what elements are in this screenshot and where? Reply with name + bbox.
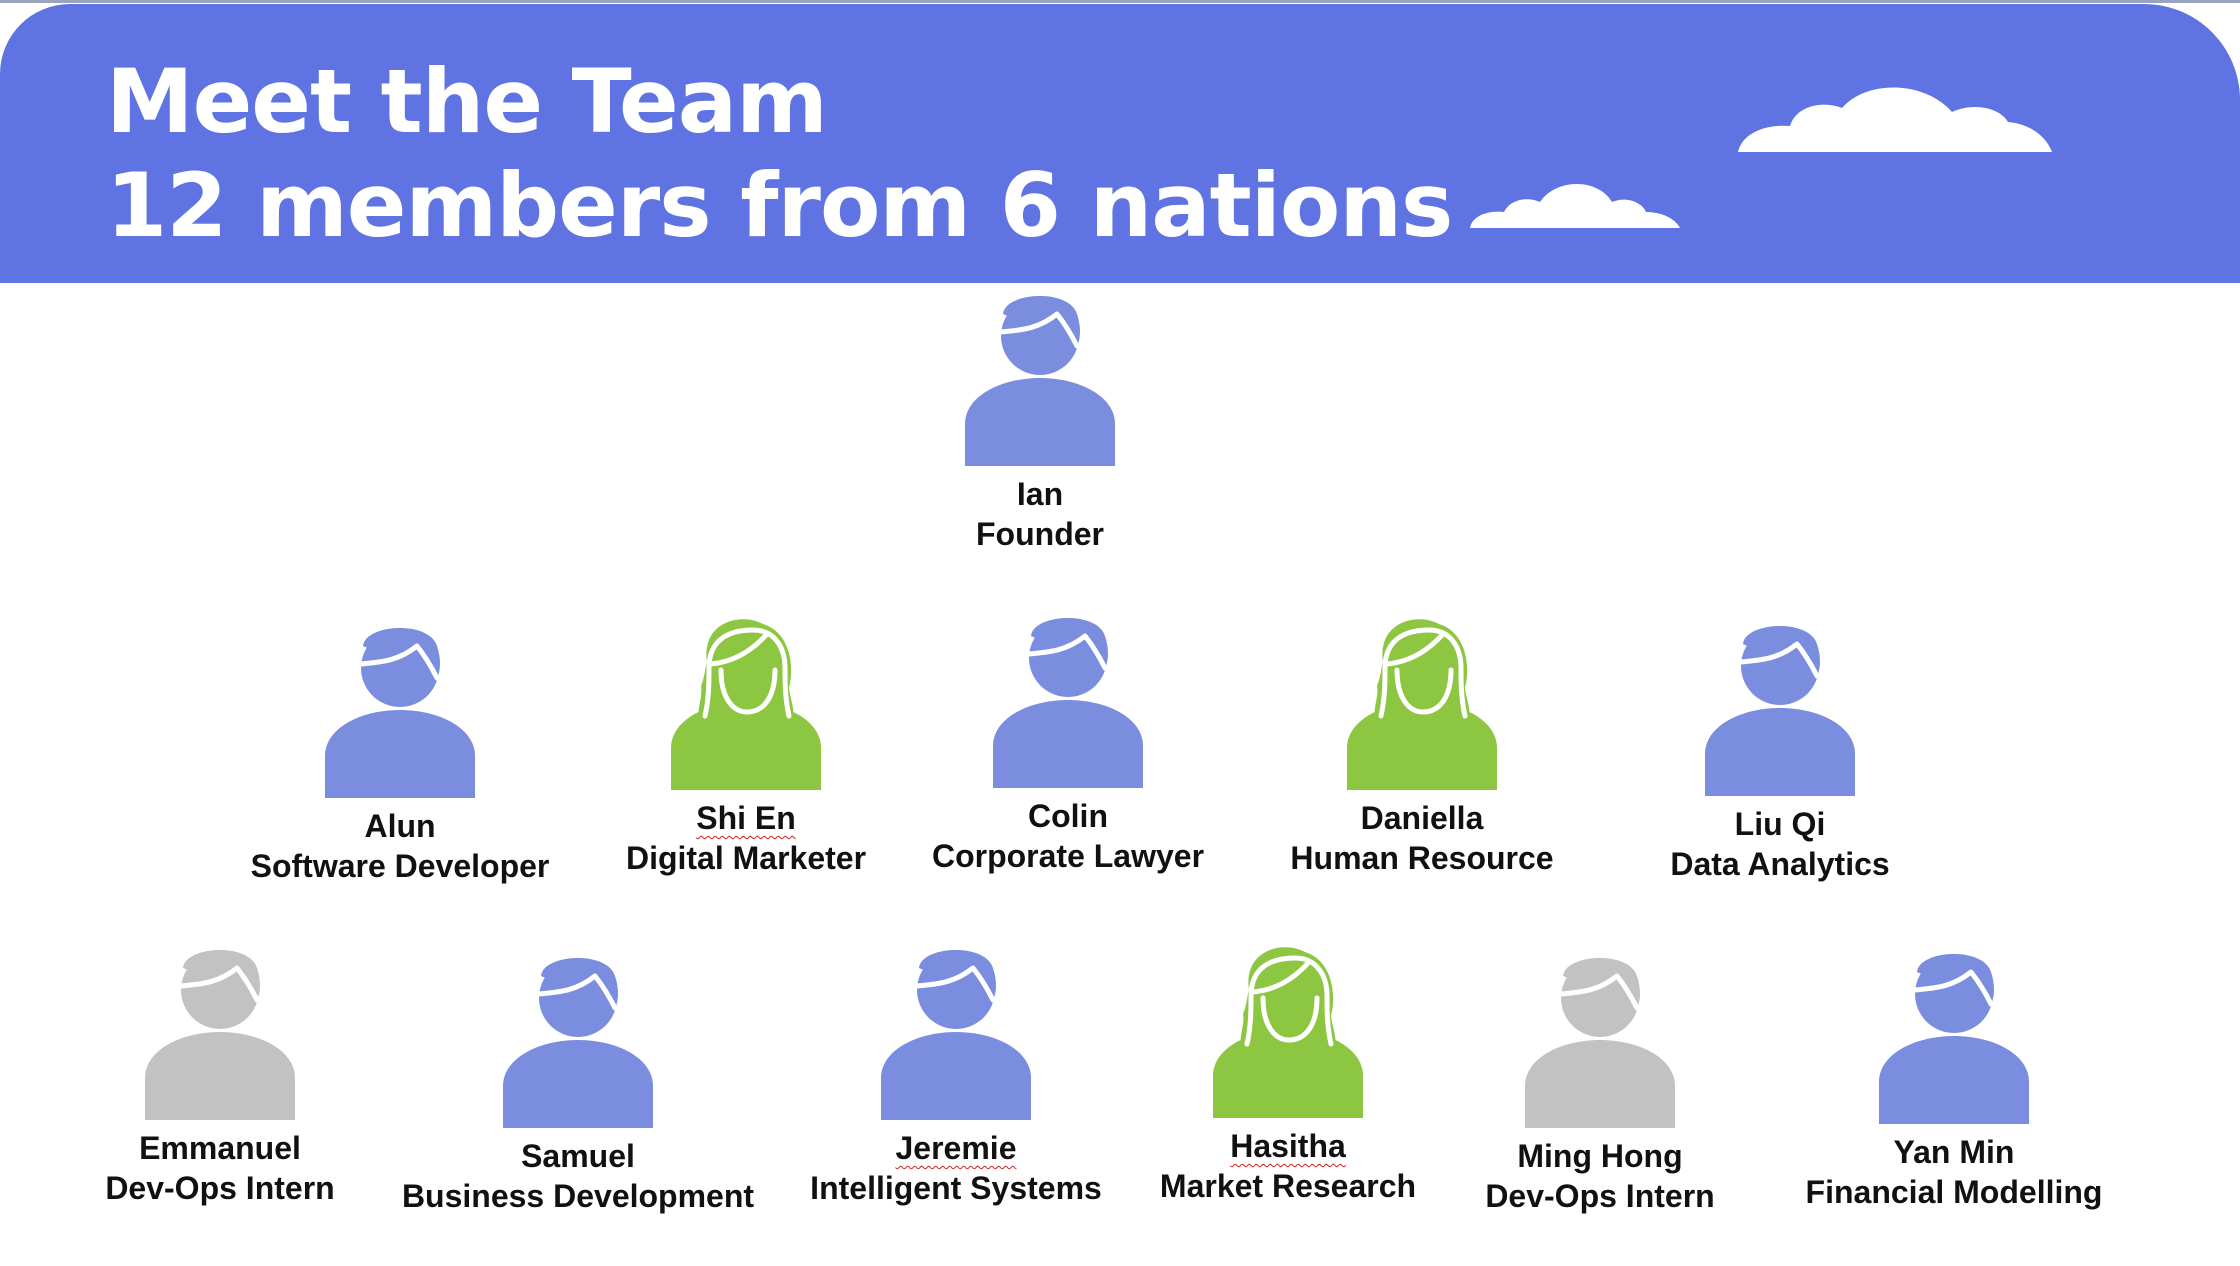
member-name-text: Hasitha <box>1230 1128 1346 1164</box>
member-card-samuel: Samuel Business Development <box>378 958 778 1216</box>
male-person-icon <box>503 958 653 1128</box>
member-card-yan-min: Yan Min Financial Modelling <box>1754 954 2154 1212</box>
male-person-icon <box>325 628 475 798</box>
member-name: Daniella <box>1222 798 1622 838</box>
male-person-icon <box>1705 626 1855 796</box>
cloud-icon <box>1470 184 1680 228</box>
member-name-text: Ming Hong <box>1517 1138 1683 1174</box>
member-name-text: Samuel <box>521 1138 635 1174</box>
member-name: Colin <box>868 796 1268 836</box>
member-card-liu-qi: Liu Qi Data Analytics <box>1580 626 1980 884</box>
member-name: Alun <box>200 806 600 846</box>
member-name-text: Daniella <box>1360 800 1484 836</box>
male-person-icon <box>145 950 295 1120</box>
page-title: Meet the Team <box>106 50 828 153</box>
member-card-ian: Ian Founder <box>840 296 1240 554</box>
male-person-icon <box>965 296 1115 466</box>
member-role: Dev-Ops Intern <box>105 1170 335 1206</box>
member-name-text: Yan Min <box>1893 1134 2015 1170</box>
window-top-border <box>0 0 2240 3</box>
member-name-text: Emmanuel <box>139 1130 301 1166</box>
member-card-colin: Colin Corporate Lawyer <box>868 618 1268 876</box>
member-name: Liu Qi <box>1580 804 1980 844</box>
member-role: Founder <box>976 516 1104 552</box>
male-person-icon <box>1879 954 2029 1124</box>
member-role: Digital Marketer <box>625 840 867 876</box>
male-person-icon <box>993 618 1143 788</box>
member-role: Software Developer <box>250 848 550 884</box>
member-name: Shi En <box>546 798 946 838</box>
member-card-daniella: Daniella Human Resource <box>1222 618 1622 878</box>
member-name: Hasitha <box>1088 1126 1488 1166</box>
member-name: Ian <box>840 474 1240 514</box>
member-name: Samuel <box>378 1136 778 1176</box>
female-person-icon <box>1213 947 1363 1118</box>
member-role: Market Research <box>1159 1168 1417 1204</box>
member-card-emmanuel: Emmanuel Dev-Ops Intern <box>20 950 420 1208</box>
member-name-text: Jeremie <box>895 1130 1017 1166</box>
member-name-text: Alun <box>364 808 436 844</box>
male-person-icon <box>881 950 1031 1120</box>
page-subtitle: 12 members from 6 nations <box>106 154 1453 257</box>
header-banner: Meet the Team 12 members from 6 nations <box>0 4 2240 283</box>
member-card-alun: Alun Software Developer <box>200 628 600 886</box>
member-card-ming-hong: Ming Hong Dev-Ops Intern <box>1400 958 1800 1216</box>
member-role: Dev-Ops Intern <box>1485 1178 1715 1214</box>
member-name-text: Shi En <box>696 800 796 836</box>
member-role: Intelligent Systems <box>810 1170 1102 1206</box>
member-card-hasitha: Hasitha Market Research <box>1088 946 1488 1206</box>
cloud-icon <box>1738 87 2052 152</box>
member-role: Human Resource <box>1290 840 1554 876</box>
member-name: Ming Hong <box>1400 1136 1800 1176</box>
member-card-shi-en: Shi En Digital Marketer <box>546 618 946 878</box>
member-card-jeremie: Jeremie Intelligent Systems <box>756 950 1156 1208</box>
member-role: Corporate Lawyer <box>931 838 1205 874</box>
member-name: Emmanuel <box>20 1128 420 1168</box>
male-person-icon <box>1525 958 1675 1128</box>
member-name: Jeremie <box>756 1128 1156 1168</box>
member-name-text: Ian <box>1016 476 1064 512</box>
female-person-icon <box>671 619 821 790</box>
female-person-icon <box>1347 619 1497 790</box>
member-role: Business Development <box>401 1178 755 1214</box>
member-role: Data Analytics <box>1670 846 1890 882</box>
member-name-text: Colin <box>1028 798 1108 834</box>
member-name: Yan Min <box>1754 1132 2154 1172</box>
member-name-text: Liu Qi <box>1734 806 1826 842</box>
member-role: Financial Modelling <box>1805 1174 2103 1210</box>
